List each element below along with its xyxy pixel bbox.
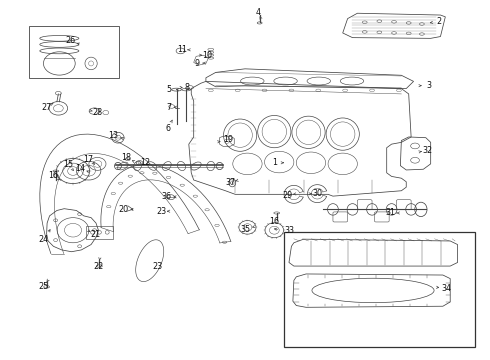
Text: 22: 22 xyxy=(93,262,103,271)
Text: 6: 6 xyxy=(165,124,171,133)
Text: 33: 33 xyxy=(284,226,294,235)
Text: 25: 25 xyxy=(39,282,49,291)
Text: 27: 27 xyxy=(41,103,51,112)
Bar xyxy=(29,26,120,78)
Text: 28: 28 xyxy=(93,108,102,117)
Text: 8: 8 xyxy=(185,83,190,92)
Text: 31: 31 xyxy=(386,208,395,217)
Text: 18: 18 xyxy=(121,153,131,162)
Text: 23: 23 xyxy=(152,262,162,271)
Text: 34: 34 xyxy=(441,284,451,293)
Text: 12: 12 xyxy=(140,158,150,167)
Text: 21: 21 xyxy=(91,230,100,239)
Text: 30: 30 xyxy=(312,189,322,198)
Text: 5: 5 xyxy=(167,85,172,94)
Text: 16: 16 xyxy=(49,171,58,180)
Text: 9: 9 xyxy=(195,59,200,68)
Text: 15: 15 xyxy=(63,160,73,169)
Text: 37: 37 xyxy=(225,178,235,187)
Text: 20: 20 xyxy=(119,205,129,214)
Text: 16: 16 xyxy=(270,217,279,226)
Text: 29: 29 xyxy=(283,190,293,199)
Text: 2: 2 xyxy=(437,17,441,26)
Text: 7: 7 xyxy=(166,103,172,112)
Text: 4: 4 xyxy=(255,8,260,17)
Text: 24: 24 xyxy=(39,235,49,244)
Text: 13: 13 xyxy=(108,131,118,140)
Text: 14: 14 xyxy=(75,164,85,173)
Text: 36: 36 xyxy=(162,192,172,201)
Text: 10: 10 xyxy=(202,51,212,60)
Text: 35: 35 xyxy=(240,225,250,234)
Text: 17: 17 xyxy=(84,155,94,164)
Bar xyxy=(284,232,475,347)
Text: 19: 19 xyxy=(223,135,233,144)
Text: 11: 11 xyxy=(177,45,187,54)
Text: 3: 3 xyxy=(427,81,432,90)
Text: 23: 23 xyxy=(157,207,167,216)
Text: 1: 1 xyxy=(272,158,277,167)
Bar xyxy=(86,226,113,239)
Text: 26: 26 xyxy=(66,36,75,45)
Text: 32: 32 xyxy=(422,146,432,155)
